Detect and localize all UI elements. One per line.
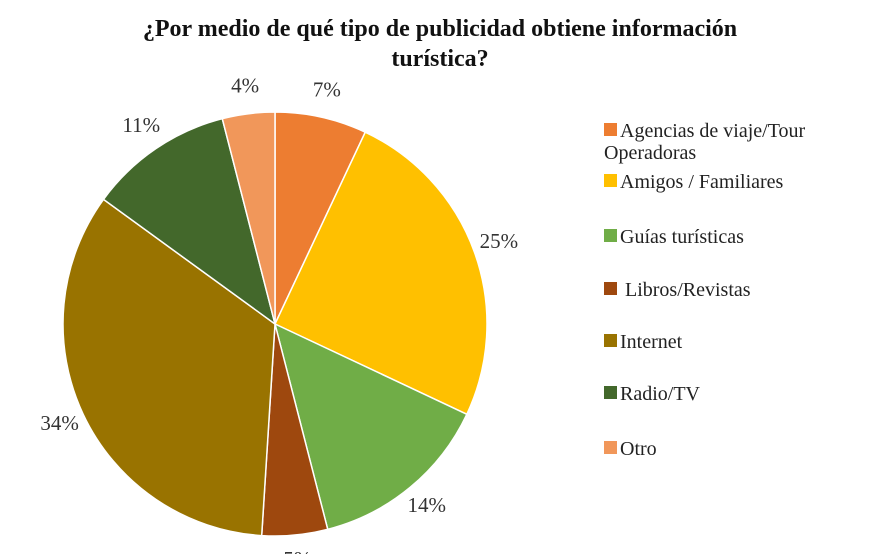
data-label: 7% bbox=[313, 78, 341, 102]
legend-item: Guías turísticas bbox=[604, 226, 866, 248]
data-label: 34% bbox=[40, 411, 79, 435]
legend-swatch bbox=[604, 229, 617, 242]
data-label: 5% bbox=[283, 547, 311, 554]
legend-label: Radio/TV bbox=[620, 383, 700, 405]
legend-item: Amigos / Familiares bbox=[604, 171, 866, 193]
legend-swatch bbox=[604, 386, 617, 399]
legend-label: Internet bbox=[620, 331, 683, 353]
legend-item: Agencias de viaje/Tour Operadoras bbox=[604, 120, 866, 164]
legend-swatch bbox=[604, 174, 617, 187]
data-label: 4% bbox=[231, 74, 259, 98]
data-label: 11% bbox=[122, 113, 160, 137]
legend-label: Agencias de viaje/Tour Operadoras bbox=[604, 120, 811, 164]
legend-swatch bbox=[604, 123, 617, 136]
pie-slice bbox=[62, 198, 276, 537]
data-label: 14% bbox=[407, 493, 446, 517]
pie-slice bbox=[102, 117, 277, 326]
pie-slice bbox=[273, 322, 468, 531]
legend-item: Otro bbox=[604, 438, 866, 460]
legend-label: Libros/Revistas bbox=[620, 279, 751, 301]
legend-label: Otro bbox=[620, 438, 657, 460]
legend-item: Internet bbox=[604, 331, 866, 353]
legend-label: Guías turísticas bbox=[620, 226, 744, 248]
legend-item: Radio/TV bbox=[604, 383, 866, 405]
pie-slice bbox=[274, 131, 488, 416]
data-label: 25% bbox=[480, 229, 519, 253]
legend-swatch bbox=[604, 441, 617, 454]
legend-swatch bbox=[604, 282, 617, 295]
chart-title: ¿Por medio de qué tipo de publicidad obt… bbox=[142, 16, 738, 72]
pie-slice bbox=[221, 111, 276, 325]
legend-label: Amigos / Familiares bbox=[620, 171, 784, 193]
legend-swatch bbox=[604, 334, 617, 347]
legend-item: Libros/Revistas bbox=[604, 279, 866, 301]
